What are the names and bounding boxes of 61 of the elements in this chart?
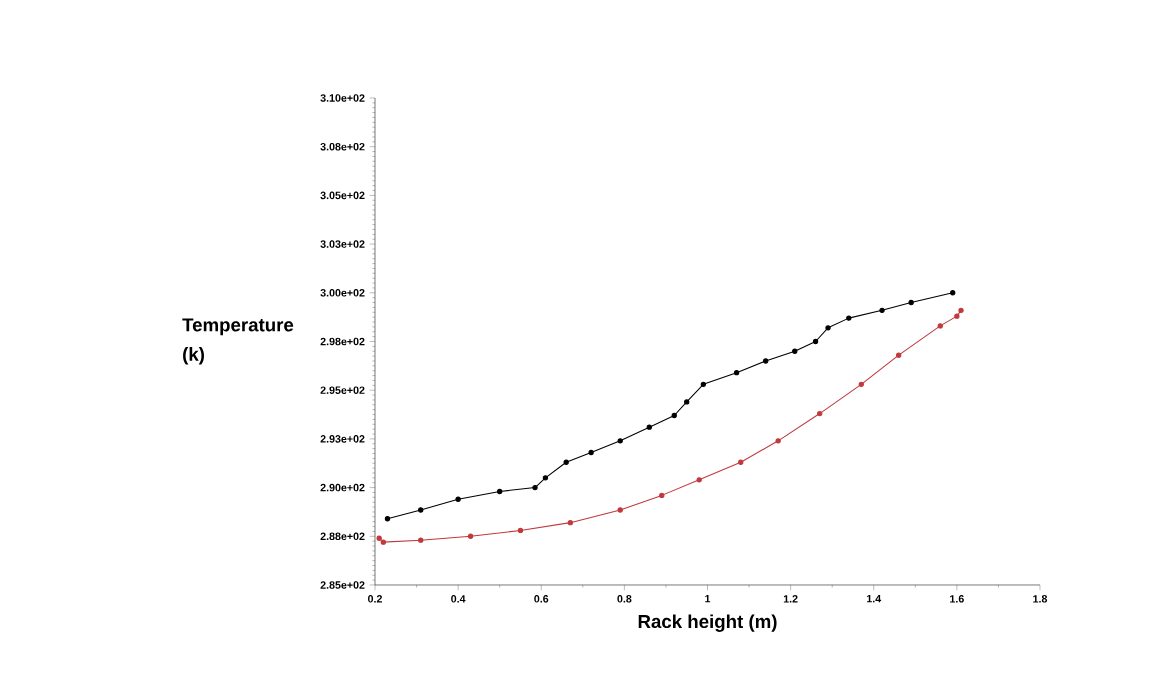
point [542,475,549,481]
point [763,358,769,364]
point [567,519,574,526]
y-tick-label: 2.95e+02 [320,386,365,394]
point [563,459,569,465]
x-tick-label: 1.2 [783,595,798,603]
y-tick-label: 2.98e+02 [320,337,365,346]
y-tick-label: 3.05e+02 [320,191,365,200]
point [733,369,740,376]
point [384,516,391,522]
y-tick-label: 3.10e+02 [320,94,365,102]
point [376,535,382,541]
point [858,381,864,388]
point [775,438,781,444]
y-axis-title: Temperature (k) [182,318,294,365]
point [792,348,798,354]
point [825,325,831,331]
x-tick-label: 1.6 [950,595,964,603]
point [588,449,594,456]
y-tick-label: 3.08e+02 [320,142,365,151]
point [467,533,474,539]
y-tick-label: 2.93e+02 [320,435,365,443]
point [532,484,538,491]
point [812,338,819,345]
point [380,539,386,545]
x-tick-label: 1.4 [867,595,882,603]
point [497,488,503,495]
point [617,438,623,444]
point [418,507,424,513]
x-tick-label: 0.2 [368,595,382,603]
point [896,352,902,358]
point [846,315,852,321]
point [696,477,702,483]
point [738,459,744,465]
point [684,399,690,405]
point [879,307,885,313]
point [954,313,960,319]
point [908,299,914,306]
point [659,492,665,499]
point [817,410,823,417]
y-tick-label: 3.00e+02 [320,289,365,297]
x-axis-title: Rack height (m) [638,614,777,632]
x-tick-label: 1 [705,595,711,603]
point [646,424,652,430]
point [671,412,677,419]
y-tick-label: 3.03e+02 [320,240,365,248]
point [937,323,943,329]
point [950,290,956,296]
point [700,381,707,388]
y-tick-label: 2.85e+02 [320,581,365,589]
y-tick-label: 2.90e+02 [320,483,365,492]
point [617,507,623,513]
point [517,527,524,534]
x-tick-label: 0.4 [451,595,466,603]
x-tick-label: 0.6 [534,595,549,603]
y-tick-label: 2.88e+02 [320,532,365,541]
x-tick-label: 0.8 [617,595,632,603]
x-tick-label: 1.8 [1033,595,1048,603]
point [958,307,964,313]
point [455,496,461,502]
point [418,537,424,543]
